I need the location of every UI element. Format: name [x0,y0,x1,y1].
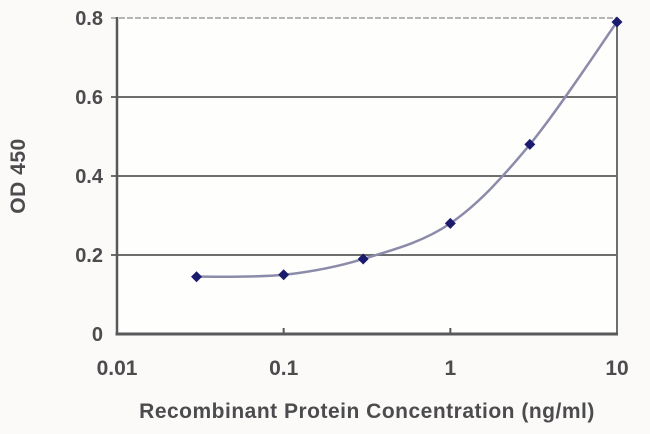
data-point-marker [278,269,290,281]
x-tick-label: 0.01 [97,357,138,380]
y-axis-title: OD 450 [7,138,30,213]
y-tick-label: 0 [92,324,103,346]
data-point-marker [444,217,456,229]
chart-plot-area: 0 0.2 0.4 0.6 0.8 0.01 0.1 1 10 [75,8,628,380]
x-axis-title: Recombinant Protein Concentration (ng/ml… [139,400,595,423]
y-tick-label: 0.4 [75,166,104,188]
y-tick-label: 0.2 [75,245,103,267]
data-point-marker [524,138,536,150]
data-point-marker [611,16,623,28]
data-point-marker [191,271,203,283]
x-tick-label: 0.1 [269,357,299,380]
x-tick-label: 1 [444,357,456,380]
y-tick-label: 0.6 [75,87,103,109]
x-tick-label: 10 [605,357,628,380]
data-point-marker [357,253,369,265]
y-tick-label: 0.8 [75,8,103,30]
